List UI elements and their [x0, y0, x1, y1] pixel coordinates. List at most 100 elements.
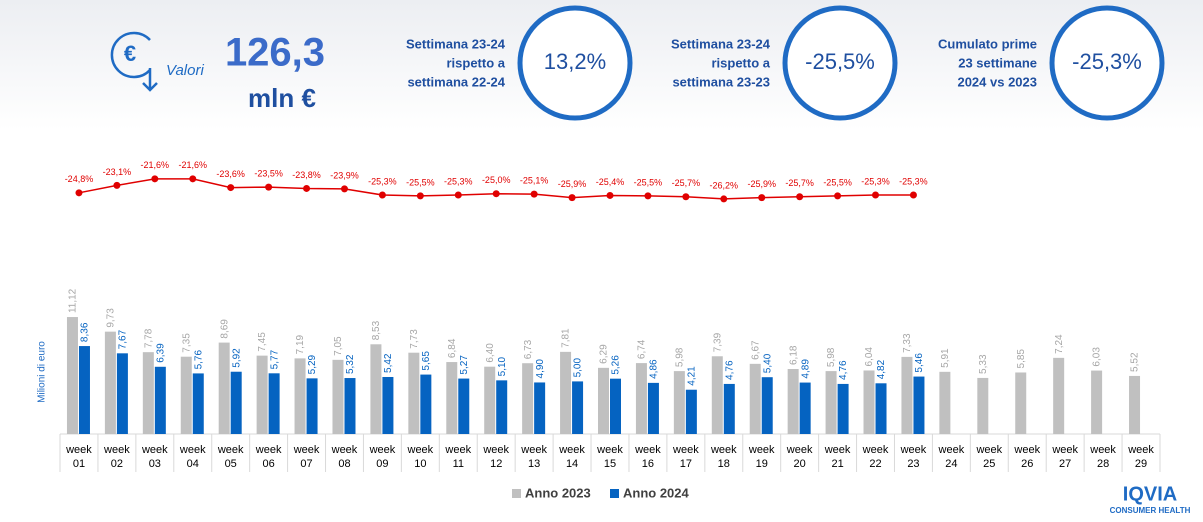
data-label: 4,89	[800, 359, 811, 379]
line-point	[378, 191, 386, 199]
x-tick-label: week 04	[179, 444, 206, 470]
kpi-text: 23 settimane	[958, 55, 1037, 70]
bar	[446, 362, 458, 434]
kpi-text: settimana 23-23	[672, 74, 770, 89]
line-point	[265, 183, 273, 191]
bar	[256, 355, 268, 434]
data-label: 5,46	[914, 353, 925, 373]
bar	[78, 346, 90, 434]
euro-sign: €	[124, 41, 136, 66]
data-label: -25,3%	[861, 176, 890, 186]
bar	[761, 377, 773, 434]
data-label: 7,67	[118, 329, 129, 349]
bar	[598, 367, 609, 434]
bar	[711, 356, 723, 434]
bar	[230, 371, 242, 434]
data-label: -23,6%	[216, 169, 245, 179]
kpi-value: -25,3%	[1072, 49, 1142, 74]
line-point	[189, 175, 197, 183]
bar	[787, 368, 799, 434]
data-label: 5,91	[940, 348, 951, 368]
data-label: 9,73	[106, 308, 117, 328]
x-tick-label: week 17	[672, 444, 699, 470]
x-tick-label: week 26	[1013, 444, 1040, 470]
bar	[723, 383, 735, 434]
x-tick-label: week 15	[596, 444, 623, 470]
data-label: 7,35	[181, 333, 192, 353]
kpi-text: Settimana 23-24	[671, 36, 771, 51]
bar	[332, 359, 344, 434]
bar	[977, 377, 989, 434]
line-point	[682, 193, 690, 201]
data-label: 6,67	[750, 340, 761, 360]
bar	[673, 371, 685, 434]
data-label: -25,5%	[406, 177, 435, 187]
line-point	[834, 192, 842, 200]
line-point	[113, 181, 121, 189]
bar	[1091, 370, 1103, 434]
total: 126,3	[225, 31, 325, 75]
data-label: 5,29	[307, 354, 318, 374]
data-label: 5,85	[1016, 349, 1027, 369]
data-label: 6,18	[788, 345, 799, 365]
data-label: 4,86	[649, 359, 660, 379]
kpi-text: Cumulato prime	[938, 36, 1037, 51]
bar	[116, 353, 128, 434]
data-label: 8,36	[80, 322, 91, 342]
bar	[344, 378, 356, 434]
data-label: 5,40	[762, 353, 773, 373]
euro-icon	[110, 31, 158, 92]
kpi-text: rispetto a	[711, 55, 770, 70]
data-label: 4,76	[838, 360, 849, 380]
chart: Milioni di euro week 01 week 02 week 03 week 04 w…	[37, 160, 1161, 500]
line-point	[75, 189, 83, 197]
data-label: 11,12	[68, 288, 79, 313]
data-label: -25,3%	[368, 176, 397, 186]
line-point	[758, 194, 766, 202]
data-label: 5,42	[383, 353, 394, 373]
data-label: 6,40	[485, 343, 496, 363]
x-tick-label: week 05	[217, 444, 244, 470]
data-label: -24,8%	[65, 174, 94, 184]
data-label: -25,5%	[823, 177, 852, 187]
data-label: 6,74	[637, 339, 648, 359]
data-label: -23,1%	[103, 167, 132, 177]
data-label: 7,39	[712, 332, 723, 352]
bar	[268, 373, 280, 434]
bar	[180, 356, 192, 434]
bar	[142, 352, 154, 434]
x-tick-label: week 07	[293, 444, 320, 470]
bar	[685, 389, 697, 434]
kpi-value: -25,5%	[805, 49, 875, 74]
icon-label: Valori	[166, 62, 204, 79]
line-point	[568, 194, 576, 202]
kpi-text: rispetto a	[446, 55, 505, 70]
bar	[647, 382, 659, 434]
bar	[572, 381, 584, 434]
data-label: 8,53	[371, 320, 382, 340]
bar	[306, 378, 318, 434]
x-tick-label: week 14	[558, 444, 585, 470]
logo-sub: CONSUMER HEALTH	[1110, 506, 1191, 515]
x-tick-label: week 18	[710, 444, 737, 470]
line-point	[416, 192, 424, 200]
data-label: 6,73	[523, 339, 534, 359]
line-point	[454, 191, 462, 199]
bar	[825, 371, 837, 434]
data-label: -25,9%	[558, 179, 587, 189]
data-label: 4,90	[535, 359, 546, 379]
kpis: Settimana 23-24 rispetto a settimana 22-24…	[406, 5, 1165, 121]
bar	[104, 331, 116, 434]
data-label: -25,4%	[596, 177, 625, 187]
x-tick-label: week 22	[862, 444, 889, 470]
data-label: 6,84	[447, 338, 458, 358]
data-label: -25,1%	[520, 176, 549, 186]
data-label: 7,33	[902, 333, 913, 353]
bar	[1129, 375, 1141, 434]
data-label: 5,10	[497, 356, 508, 376]
line-point	[303, 184, 311, 192]
x-tick-label: week 13	[520, 444, 547, 470]
data-label: 7,81	[561, 328, 572, 348]
x-tick-label: week 11	[444, 444, 471, 470]
x-tick-label: week 09	[369, 444, 396, 470]
